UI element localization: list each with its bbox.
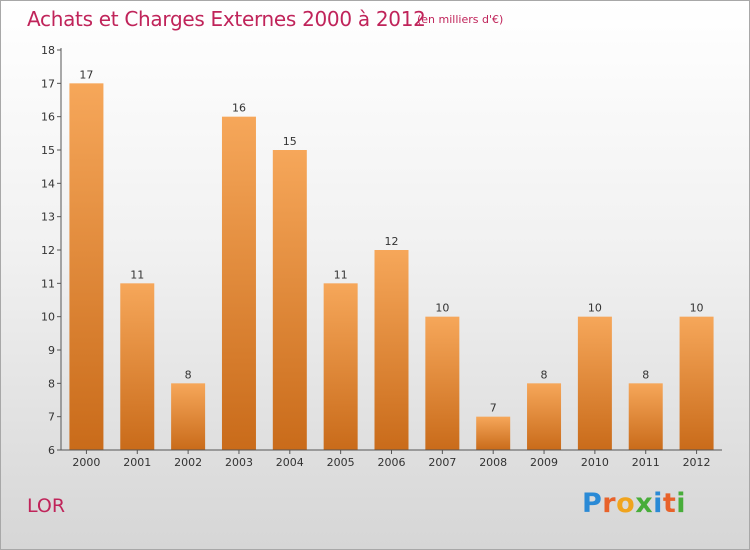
bar-value-label: 11 bbox=[334, 268, 348, 281]
x-tick-label: 2001 bbox=[123, 456, 151, 469]
bar-value-label: 11 bbox=[130, 268, 144, 281]
bar[interactable] bbox=[527, 383, 562, 450]
x-tick-label: 2012 bbox=[683, 456, 711, 469]
y-tick-label: 6 bbox=[48, 444, 55, 457]
bar-value-label: 12 bbox=[385, 235, 399, 248]
y-tick-label: 11 bbox=[41, 277, 55, 290]
bar-value-label: 10 bbox=[435, 302, 449, 315]
bar-value-label: 8 bbox=[541, 368, 548, 381]
y-tick-label: 18 bbox=[41, 44, 55, 57]
y-tick-label: 9 bbox=[48, 344, 55, 357]
chart-title: Achats et Charges Externes 2000 à 2012 bbox=[27, 7, 426, 31]
logo-letter: o bbox=[616, 488, 636, 519]
logo-letter: x bbox=[635, 488, 654, 519]
bar[interactable] bbox=[69, 83, 104, 450]
y-tick-label: 16 bbox=[41, 111, 55, 124]
y-tick-label: 10 bbox=[41, 311, 55, 324]
axes-group: 6 7 8 9 10 11 12 13 14 15 16 17 18 2000 17 2001 11 2002 8 2… bbox=[41, 44, 722, 469]
proxiti-logo[interactable]: Proxiti bbox=[582, 488, 686, 519]
logo-letter: t bbox=[662, 488, 677, 519]
bar[interactable] bbox=[577, 316, 612, 450]
x-tick-label: 2000 bbox=[72, 456, 100, 469]
y-tick-label: 7 bbox=[48, 411, 55, 424]
x-tick-label: 2009 bbox=[530, 456, 558, 469]
x-tick-label: 2006 bbox=[378, 456, 406, 469]
bar-value-label: 17 bbox=[79, 68, 93, 81]
logo-letter: P bbox=[582, 488, 603, 519]
logo-letter: r bbox=[602, 488, 617, 519]
bar[interactable] bbox=[323, 283, 358, 450]
bar-value-label: 7 bbox=[490, 402, 497, 415]
y-tick-label: 12 bbox=[41, 244, 55, 257]
bar[interactable] bbox=[628, 383, 663, 450]
bar-value-label: 10 bbox=[690, 302, 704, 315]
y-tick-label: 13 bbox=[41, 211, 55, 224]
bar[interactable] bbox=[374, 250, 409, 450]
x-tick-label: 2011 bbox=[632, 456, 660, 469]
y-tick-label: 17 bbox=[41, 77, 55, 90]
bars-group bbox=[69, 83, 714, 451]
bar[interactable] bbox=[171, 383, 206, 450]
bar[interactable] bbox=[272, 150, 307, 450]
bar-value-label: 8 bbox=[185, 368, 192, 381]
y-tick-label: 15 bbox=[41, 144, 55, 157]
x-tick-label: 2005 bbox=[327, 456, 355, 469]
x-tick-label: 2007 bbox=[428, 456, 456, 469]
bar-value-label: 16 bbox=[232, 102, 246, 115]
bar[interactable] bbox=[221, 116, 256, 451]
bar-value-label: 8 bbox=[642, 368, 649, 381]
bar-value-label: 10 bbox=[588, 302, 602, 315]
x-tick-label: 2003 bbox=[225, 456, 253, 469]
bar[interactable] bbox=[425, 316, 460, 450]
y-tick-label: 14 bbox=[41, 177, 55, 190]
chart-subtitle: (en milliers d'€) bbox=[417, 13, 504, 26]
x-tick-label: 2002 bbox=[174, 456, 202, 469]
x-tick-label: 2004 bbox=[276, 456, 304, 469]
y-tick-label: 8 bbox=[48, 377, 55, 390]
logo-letter: i bbox=[676, 488, 687, 519]
x-tick-label: 2008 bbox=[479, 456, 507, 469]
bar[interactable] bbox=[476, 416, 511, 450]
bar[interactable] bbox=[120, 283, 155, 450]
x-tick-label: 2010 bbox=[581, 456, 609, 469]
commune-name: LOR bbox=[27, 495, 66, 517]
bar[interactable] bbox=[679, 316, 714, 450]
bar-value-label: 15 bbox=[283, 135, 297, 148]
logo-letter: i bbox=[653, 488, 663, 519]
